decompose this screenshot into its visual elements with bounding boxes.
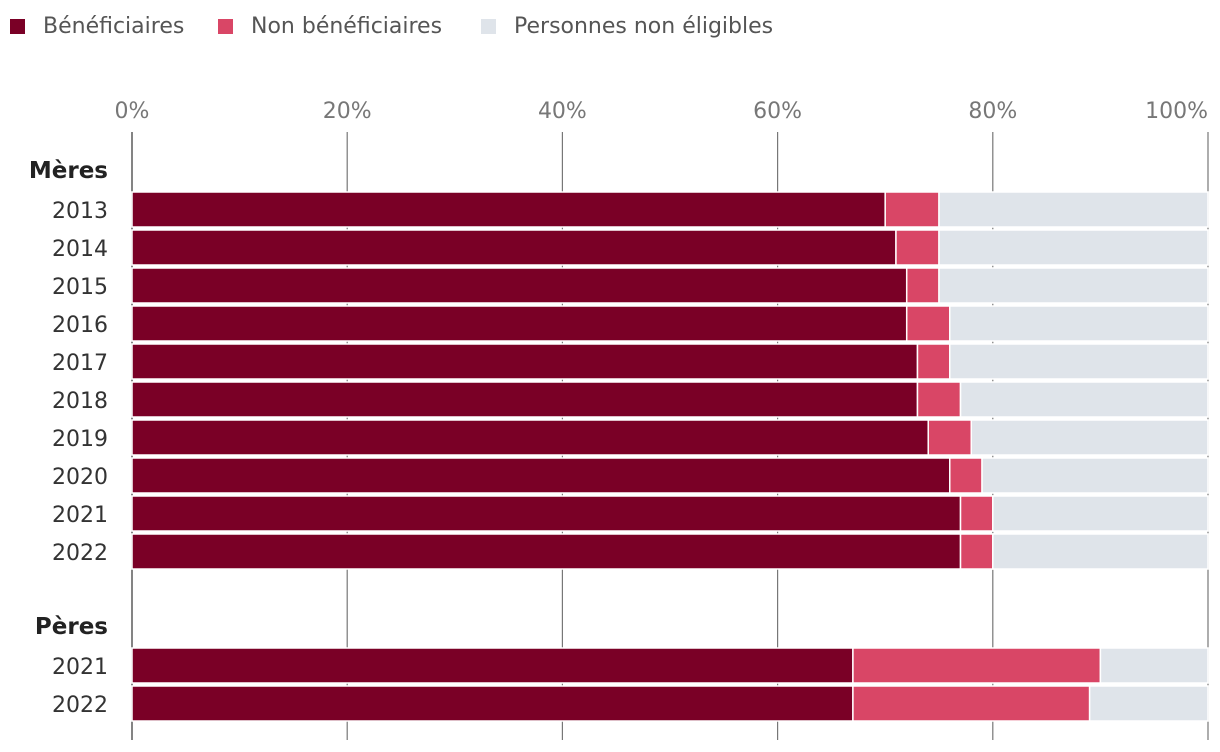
bar-segment [131, 229, 897, 266]
legend-swatch [10, 19, 25, 34]
group-label: Mères [29, 158, 108, 184]
bar-segment [1088, 685, 1209, 722]
year-label: 2021 [52, 655, 108, 680]
bar-segment [949, 343, 1209, 380]
legend-label: Bénéficiaires [43, 14, 184, 39]
bar-segment [938, 229, 1209, 266]
bar-segment [959, 533, 994, 570]
x-tick-label: 20% [323, 99, 372, 124]
legend-label: Personnes non éligibles [514, 14, 773, 39]
bar-segment [131, 343, 919, 380]
legend-item: Non bénéficiaires [218, 14, 442, 39]
bar-segment [959, 495, 994, 532]
bar-segment [131, 381, 919, 418]
bar-segment [949, 305, 1209, 342]
legend-item: Personnes non éligibles [481, 14, 773, 39]
bar-segment [852, 685, 1091, 722]
bar-segment [131, 647, 854, 684]
bar-segment [131, 419, 929, 456]
year-label: 2022 [52, 693, 108, 718]
bar-segment [131, 533, 962, 570]
bar-segment [131, 267, 908, 304]
bar-segment [959, 381, 1209, 418]
x-tick-label: 100% [1145, 99, 1208, 124]
x-tick-label: 80% [968, 99, 1017, 124]
bar-segment [905, 305, 951, 342]
group-label: Pères [35, 614, 108, 640]
legend: Bénéficiaires Non bénéficiaires Personnes … [10, 14, 773, 39]
bar-segment [852, 647, 1102, 684]
year-label: 2017 [52, 351, 108, 376]
year-label: 2016 [52, 313, 108, 338]
bar-segment [938, 267, 1209, 304]
legend-label: Non bénéficiaires [251, 14, 442, 39]
bar-segment [981, 457, 1209, 494]
bar-segment [992, 495, 1209, 532]
row-labels: Mères 2013 2014 2015 2016 2017 2018 2019 2020 202… [29, 158, 108, 718]
year-label: 2013 [52, 199, 108, 224]
year-label: 2019 [52, 427, 108, 452]
bar-segment [131, 457, 951, 494]
bar-segment [938, 191, 1209, 228]
x-tick-label: 0% [115, 99, 150, 124]
bar-segment [895, 229, 940, 266]
bar-segment [949, 457, 983, 494]
bar-segment [131, 495, 962, 532]
legend-item: Bénéficiaires [10, 14, 184, 39]
year-label: 2022 [52, 541, 108, 566]
bar-segment [1099, 647, 1209, 684]
legend-swatch [218, 19, 233, 34]
year-label: 2015 [52, 275, 108, 300]
bar-segment [131, 305, 908, 342]
bar-segment [970, 419, 1209, 456]
bar-segment [884, 191, 940, 228]
year-label: 2018 [52, 389, 108, 414]
bar-segment [905, 267, 940, 304]
bar-segment [131, 191, 886, 228]
bar-segment [927, 419, 973, 456]
x-tick-label: 40% [538, 99, 587, 124]
x-tick-label: 60% [753, 99, 802, 124]
year-label: 2021 [52, 503, 108, 528]
bar-segment [916, 343, 951, 380]
year-label: 2014 [52, 237, 108, 262]
legend-swatch [481, 19, 496, 34]
year-label: 2020 [52, 465, 108, 490]
bar-segment [131, 685, 854, 722]
bar-segment [992, 533, 1209, 570]
bar-segment [916, 381, 962, 418]
bars [131, 191, 1209, 722]
